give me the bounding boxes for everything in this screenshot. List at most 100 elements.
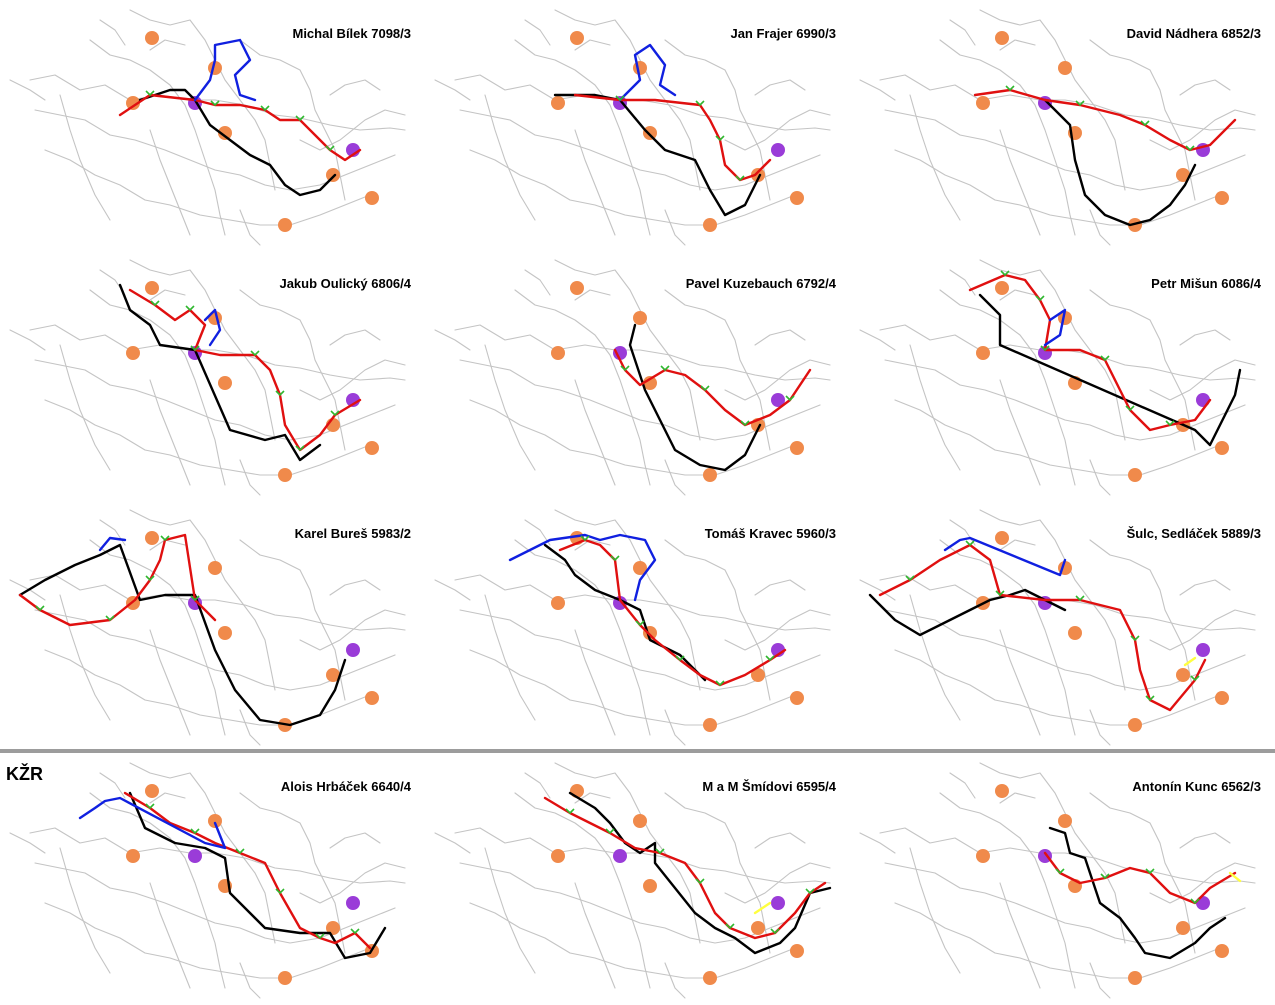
network-line <box>999 39 1036 51</box>
network-line <box>484 94 536 221</box>
network-line <box>574 129 616 236</box>
checkpoint-icon <box>790 944 804 958</box>
network-line <box>299 359 406 401</box>
network-line <box>469 399 796 476</box>
network-line <box>149 129 191 236</box>
direction-icon <box>190 828 200 835</box>
network-line <box>434 79 471 101</box>
rail-network <box>9 259 406 496</box>
checkpoint-icon <box>995 784 1009 798</box>
network-line <box>879 827 1256 884</box>
direction-icon <box>740 420 750 427</box>
direction-icon <box>1005 85 1015 92</box>
route-blue <box>193 38 257 102</box>
network-line <box>1089 962 1111 999</box>
network-line <box>1089 209 1111 246</box>
direction-icon <box>160 535 170 542</box>
network-line <box>909 344 961 471</box>
map-panel: Karel Bureš 5983/2 <box>0 500 425 750</box>
network-line <box>1149 109 1256 151</box>
network-line <box>664 209 686 246</box>
checkpoint-icon <box>551 596 565 610</box>
direction-icon <box>770 928 780 935</box>
direction-icon <box>695 878 705 885</box>
network-line <box>484 344 536 471</box>
map-panel: Michal Bílek 7098/3 <box>0 0 425 250</box>
direction-icon <box>315 933 325 940</box>
network-line <box>949 519 976 546</box>
checkpoint-icon <box>751 921 765 935</box>
checkpoint-icon <box>145 784 159 798</box>
network-line <box>754 329 806 346</box>
direction-icon <box>1100 355 1110 362</box>
panel-title: Petr Mišun 6086/4 <box>1151 276 1261 291</box>
direction-icon <box>1075 595 1085 602</box>
network-line <box>859 79 896 101</box>
checkpoint-icon <box>771 143 785 157</box>
checkpoint-icon <box>346 896 360 910</box>
direction-icon <box>1100 873 1110 880</box>
checkpoint-icon <box>1176 921 1190 935</box>
checkpoint-icon <box>126 96 140 110</box>
network-line <box>484 847 536 974</box>
section-label: KŽR <box>6 764 43 784</box>
direction-icon <box>1165 420 1175 427</box>
direction-icon <box>1035 295 1045 302</box>
network-line <box>59 94 111 221</box>
network-line <box>949 19 976 46</box>
panel-title: Pavel Kuzebauch 6792/4 <box>685 276 836 291</box>
route-black <box>138 88 337 197</box>
direction-icon <box>605 828 615 835</box>
direction-icon <box>715 680 725 687</box>
direction-icon <box>330 410 340 417</box>
section-divider <box>0 749 1275 753</box>
network-line <box>149 629 191 736</box>
network-line <box>44 902 371 979</box>
map-panel: Šulc, Sedláček 5889/3 <box>850 500 1275 750</box>
checkpoint-icon <box>145 531 159 545</box>
checkpoint-icon <box>1176 668 1190 682</box>
network-line <box>724 359 831 401</box>
checkpoint-icon <box>613 849 627 863</box>
network-line <box>1089 289 1196 451</box>
network-line <box>89 539 226 736</box>
checkpoint-icon <box>976 849 990 863</box>
network-line <box>89 289 226 486</box>
network-line <box>574 629 616 736</box>
direction-icon <box>250 350 260 357</box>
rail-network <box>9 762 406 999</box>
network-line <box>1089 709 1111 746</box>
network-line <box>999 792 1036 804</box>
route-blue <box>98 536 127 552</box>
network-line <box>999 379 1041 486</box>
panel-title: Jakub Oulický 6806/4 <box>279 276 411 291</box>
route-black <box>118 283 322 462</box>
checkpoint-icon <box>551 96 565 110</box>
direction-icon <box>35 605 45 612</box>
network-line <box>239 709 261 746</box>
map-panel: Alois Hrbáček 6640/4 <box>0 753 425 1003</box>
direction-icon <box>145 90 155 97</box>
checkpoint-icon <box>1196 643 1210 657</box>
network-line <box>514 289 651 486</box>
map-panel: Tomáš Kravec 5960/3 <box>425 500 850 750</box>
network-line <box>909 594 961 721</box>
checkpoint-icon <box>995 31 1009 45</box>
route-red <box>558 538 787 687</box>
panel-title: Tomáš Kravec 5960/3 <box>704 526 836 541</box>
direction-icon <box>610 555 620 562</box>
checkpoint-icon <box>1196 896 1210 910</box>
panel-title: M a M Šmídovi 6595/4 <box>702 779 836 794</box>
rail-network <box>859 9 1256 246</box>
network-line <box>239 962 261 999</box>
network-line <box>664 289 771 451</box>
network-line <box>664 962 686 999</box>
network-line <box>299 609 406 651</box>
network-line <box>879 74 1256 131</box>
checkpoint-icon <box>613 346 627 360</box>
checkpoint-icon <box>1176 168 1190 182</box>
rail-network <box>434 509 831 746</box>
checkpoint-icon <box>790 191 804 205</box>
network-line <box>524 772 551 799</box>
direction-icon <box>965 540 975 547</box>
